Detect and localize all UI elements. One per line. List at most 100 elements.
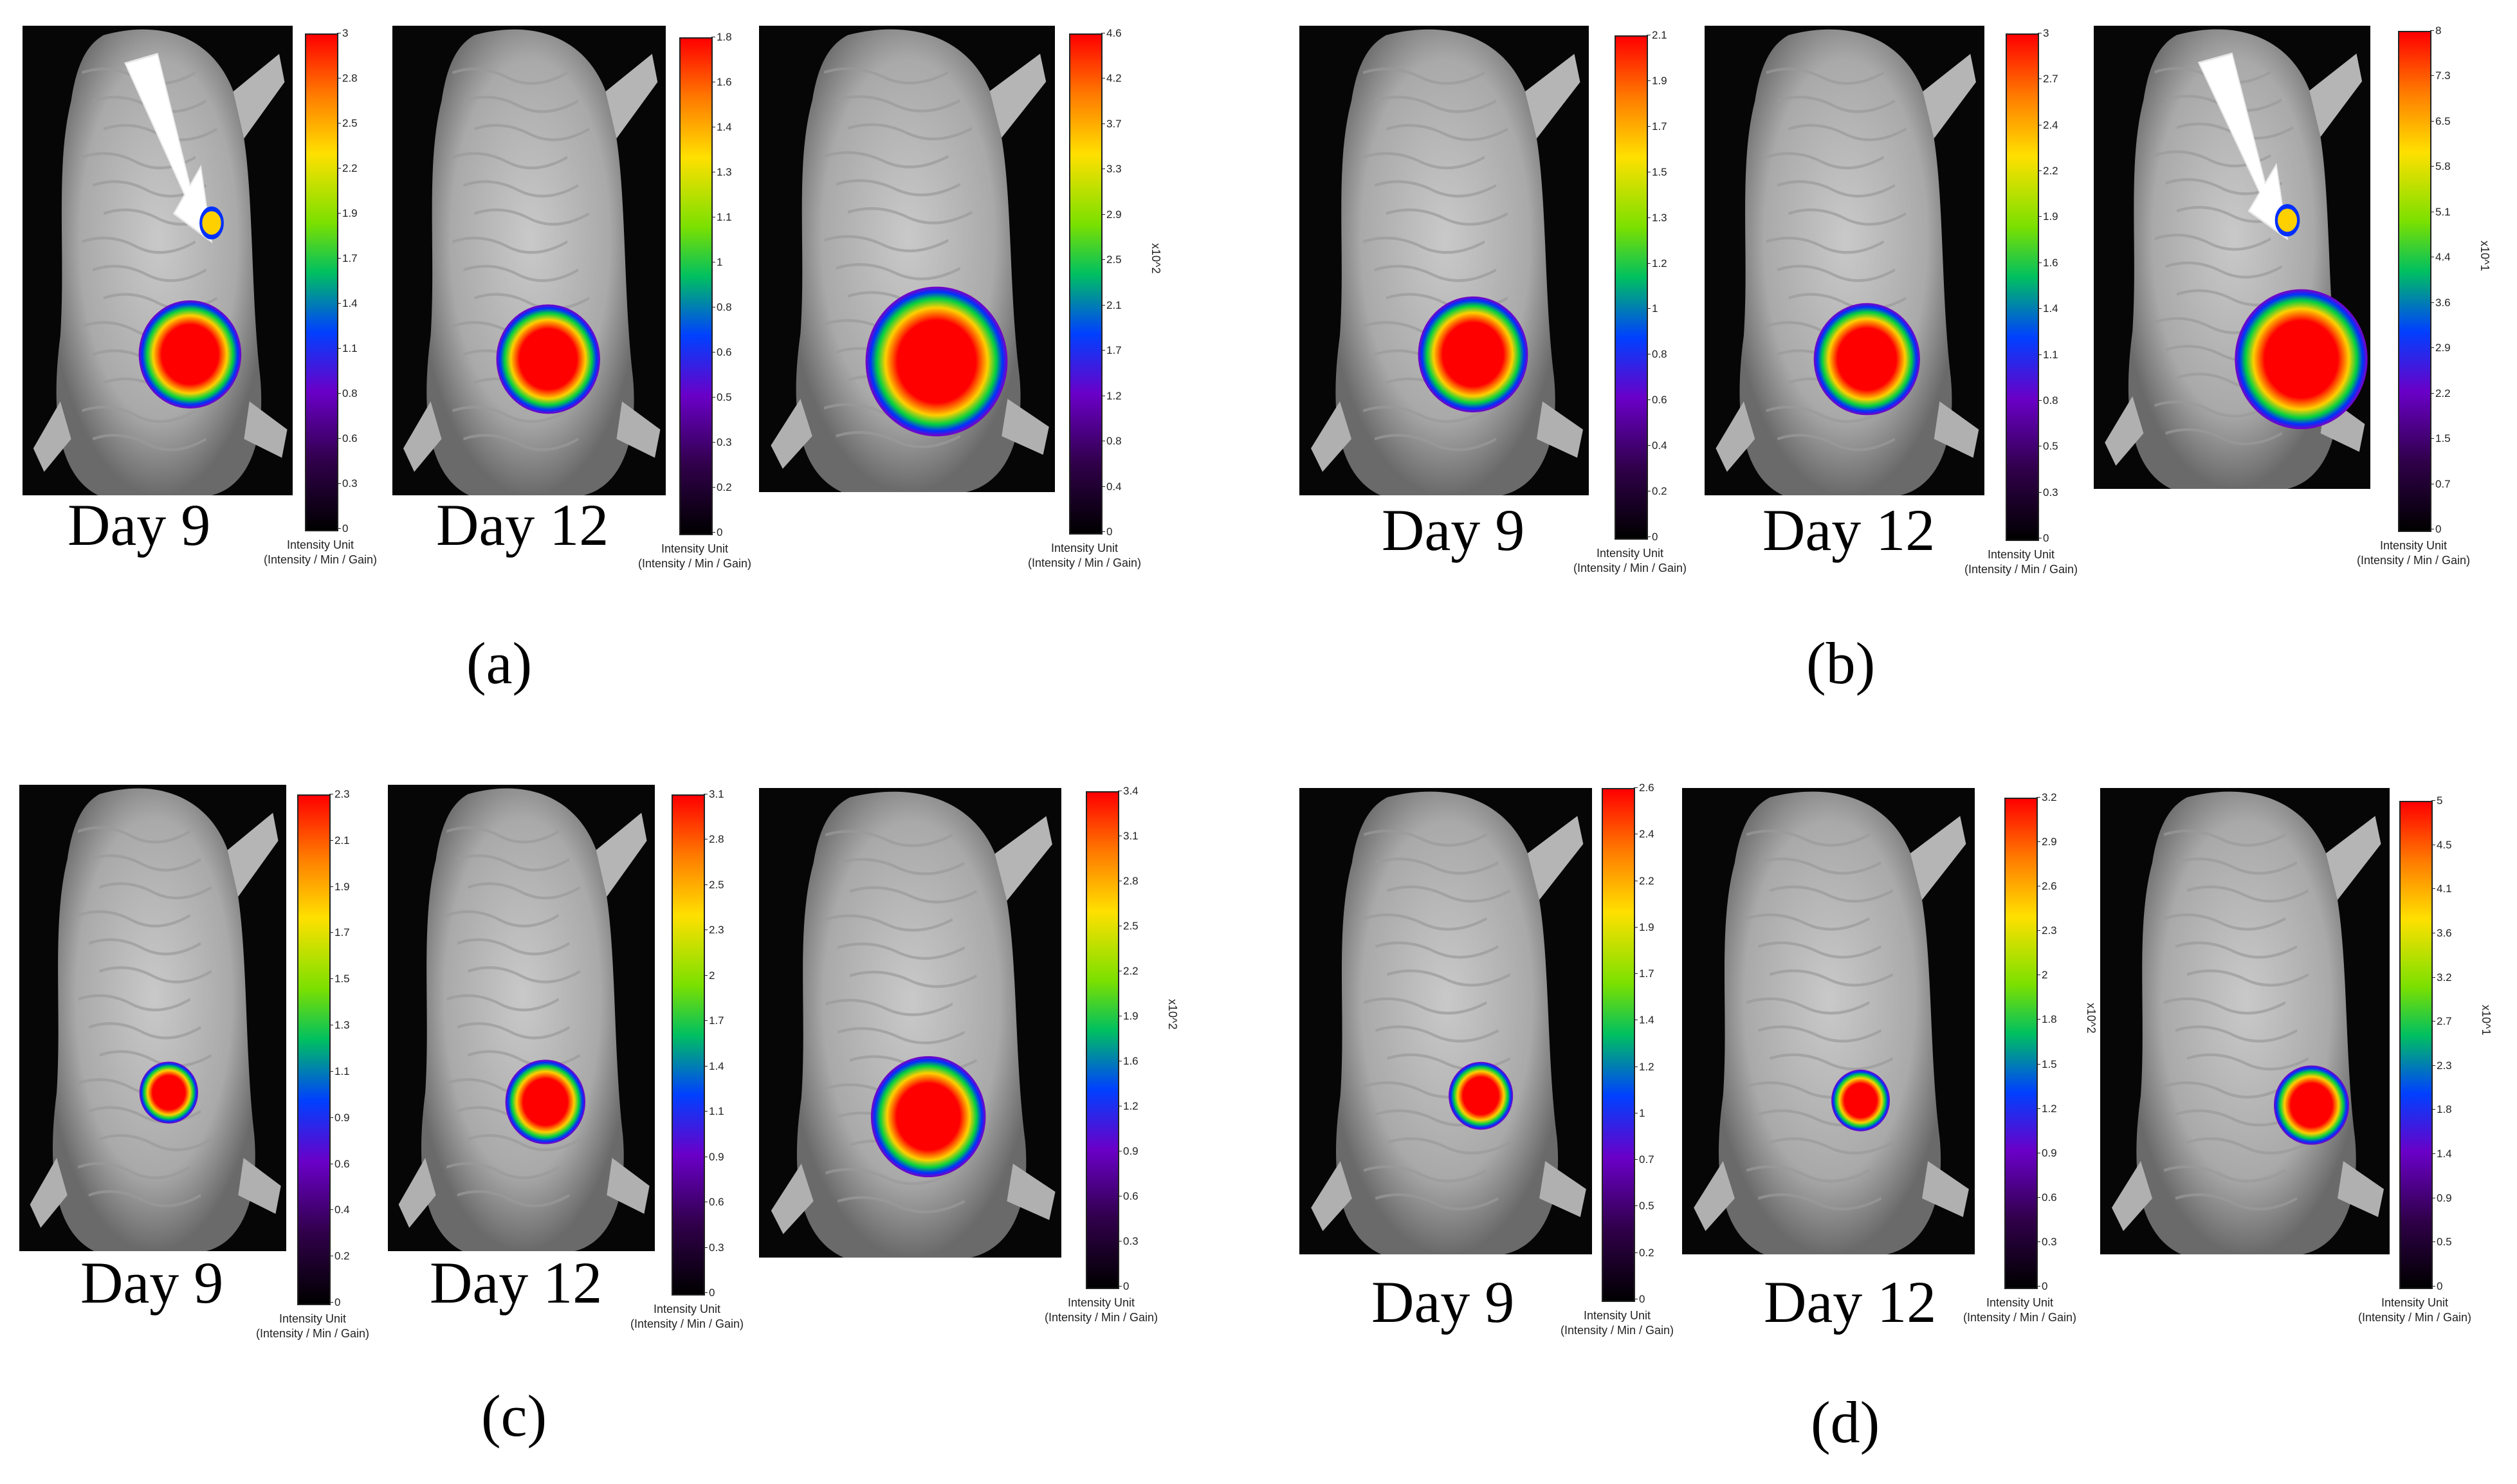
colorbar — [2006, 33, 2039, 541]
unit-line-2: (Intensity / Min / Gain) — [2356, 553, 2471, 567]
colorbar-tick-label: 0.9 — [329, 1111, 350, 1124]
colorbar-tick-label: 0.4 — [1647, 439, 1667, 452]
colorbar-unit-label: Intensity Unit (Intensity / Min / Gain) — [1546, 1308, 1688, 1337]
colorbar-tick-label: 3.1 — [1118, 830, 1139, 842]
colorbar-tick-label: 5.8 — [2430, 160, 2451, 173]
colorbar — [1615, 35, 1648, 540]
colorbar-tick-label: 0.3 — [1118, 1235, 1139, 1247]
photo-b-2 — [1705, 26, 1984, 495]
colorbar — [1086, 791, 1119, 1289]
panel-label: (c) — [481, 1383, 547, 1449]
colorbar-tick-label: 1.7 — [704, 1014, 724, 1027]
colorbar-tick-label: 8 — [2430, 24, 2442, 37]
day-label: Day 12 — [1762, 497, 1936, 563]
luminescence-signal — [865, 286, 1008, 437]
mouse-silhouette — [403, 29, 661, 495]
colorbar-unit-label: Intensity Unit (Intensity / Min / Gain) — [1949, 1296, 2091, 1324]
colorbar-tick-label: 1.4 — [704, 1059, 724, 1072]
colorbar-tick-label: 1.1 — [2038, 348, 2058, 361]
mouse-silhouette — [1311, 29, 1583, 495]
colorbar-tick-label: 0.5 — [2431, 1236, 2452, 1249]
unit-line-2: (Intensity / Min / Gain) — [637, 556, 752, 570]
colorbar-tick-label: 0.6 — [329, 1157, 350, 1170]
colorbar-tick-label: 2.6 — [2036, 880, 2057, 893]
colorbar-tick-label: 4.4 — [2430, 251, 2451, 264]
colorbar-tick-label: 0.8 — [337, 387, 358, 399]
colorbar-tick-label: 2.2 — [2430, 387, 2451, 399]
colorbar-tick-label: 1.9 — [1634, 921, 1654, 933]
mouse-silhouette — [771, 29, 1049, 492]
colorbar-tick-label: 2.5 — [1101, 253, 1122, 266]
colorbar-tick-label: 2.9 — [2036, 836, 2057, 848]
colorbar-tick-label: 2 — [703, 969, 715, 982]
photo-c-3 — [759, 788, 1061, 1258]
colorbar-tick-label: 1.8 — [2431, 1103, 2452, 1116]
colorbar-multiplier: x10^1 — [2480, 1005, 2493, 1036]
colorbar — [2399, 801, 2433, 1289]
colorbar-tick-label: 0.7 — [1634, 1153, 1654, 1166]
colorbar-tick-label: 2.5 — [337, 117, 358, 129]
colorbar-tick-label: 0.5 — [2038, 440, 2058, 453]
day-label: Day 9 — [80, 1250, 224, 1315]
photo-a-1 — [23, 26, 293, 495]
colorbar-tick-label: 1.3 — [711, 166, 732, 178]
photo-d-1 — [1299, 788, 1592, 1254]
colorbar-tick-label: 3.2 — [2431, 971, 2452, 984]
colorbar-tick-label: 0.3 — [2036, 1235, 2057, 1248]
colorbar-tick-label: 2.7 — [2431, 1015, 2452, 1028]
colorbar-tick-label: 2.1 — [1101, 298, 1122, 311]
colorbar-tick-label: 1 — [1646, 302, 1658, 315]
colorbar-tick-label: 4.2 — [1101, 72, 1122, 85]
colorbar-tick-label: 2.2 — [337, 162, 358, 174]
colorbar-tick-label: 1.9 — [337, 207, 358, 219]
panel-label: (a) — [466, 630, 533, 696]
colorbar-tick-label: 0.4 — [1101, 480, 1122, 493]
colorbar — [679, 37, 713, 535]
colorbar-tick-label: 0 — [2036, 1280, 2048, 1292]
mouse-silhouette — [33, 29, 288, 495]
colorbar-tick-label: 0.8 — [1101, 435, 1122, 448]
colorbar-multiplier: x10^2 — [1149, 243, 1162, 273]
colorbar-tick-label: 0 — [711, 526, 723, 538]
colorbar — [1069, 33, 1103, 535]
colorbar-tick-label: 1.4 — [1634, 1014, 1654, 1027]
colorbar — [305, 33, 338, 531]
colorbar — [2398, 31, 2431, 532]
colorbar-tick-label: 1.9 — [1118, 1010, 1139, 1022]
colorbar-tick-label: 1.7 — [337, 252, 358, 264]
colorbar-tick-label: 3.6 — [2430, 296, 2451, 309]
colorbar-tick-label: 1.1 — [337, 342, 358, 354]
colorbar-tick-label: 5.1 — [2430, 205, 2451, 218]
colorbar-tick-label: 0.6 — [704, 1196, 724, 1209]
colorbar-tick-label: 0.6 — [2036, 1191, 2057, 1204]
colorbar-tick-label: 3.2 — [2036, 791, 2057, 803]
colorbar-tick-label: 2.8 — [704, 833, 724, 846]
colorbar-multiplier: x10^1 — [2478, 240, 2491, 271]
colorbar-unit-label: Intensity Unit (Intensity / Min / Gain) — [616, 1302, 758, 1331]
panel-label: (d) — [1811, 1389, 1880, 1455]
colorbar-tick-label: 1.4 — [2038, 302, 2058, 315]
unit-line-2: (Intensity / Min / Gain) — [1964, 562, 2078, 576]
colorbar-tick-label: 2.3 — [704, 924, 724, 937]
photo-c-1 — [19, 785, 286, 1251]
colorbar-tick-label: 3 — [2037, 27, 2049, 39]
photo-a-3 — [759, 26, 1055, 492]
luminescence-signal — [2274, 1065, 2349, 1145]
colorbar-tick-label: 1 — [1633, 1106, 1645, 1119]
colorbar-tick-label: 0 — [1101, 526, 1113, 538]
colorbar-tick-label: 0 — [1117, 1280, 1130, 1292]
colorbar-tick-label: 2.3 — [2036, 924, 2057, 937]
colorbar-tick-label: 0.2 — [329, 1250, 350, 1263]
colorbar-tick-label: 0.6 — [1647, 394, 1667, 407]
day-label: Day 9 — [1382, 497, 1525, 563]
colorbar-tick-label: 0.6 — [1118, 1190, 1139, 1202]
colorbar-tick-label: 1.8 — [2036, 1013, 2057, 1026]
colorbar-tick-label: 3.7 — [1101, 117, 1122, 130]
unit-line-2: (Intensity / Min / Gain) — [630, 1317, 744, 1330]
unit-line-1: Intensity Unit — [1596, 547, 1664, 560]
colorbar-tick-label: 1.2 — [2036, 1102, 2057, 1115]
colorbar-tick-label: 2.1 — [1647, 29, 1667, 41]
colorbar-tick-label: 2.2 — [1634, 874, 1654, 887]
colorbar — [672, 794, 705, 1296]
colorbar-tick-label: 0.8 — [1647, 348, 1667, 361]
